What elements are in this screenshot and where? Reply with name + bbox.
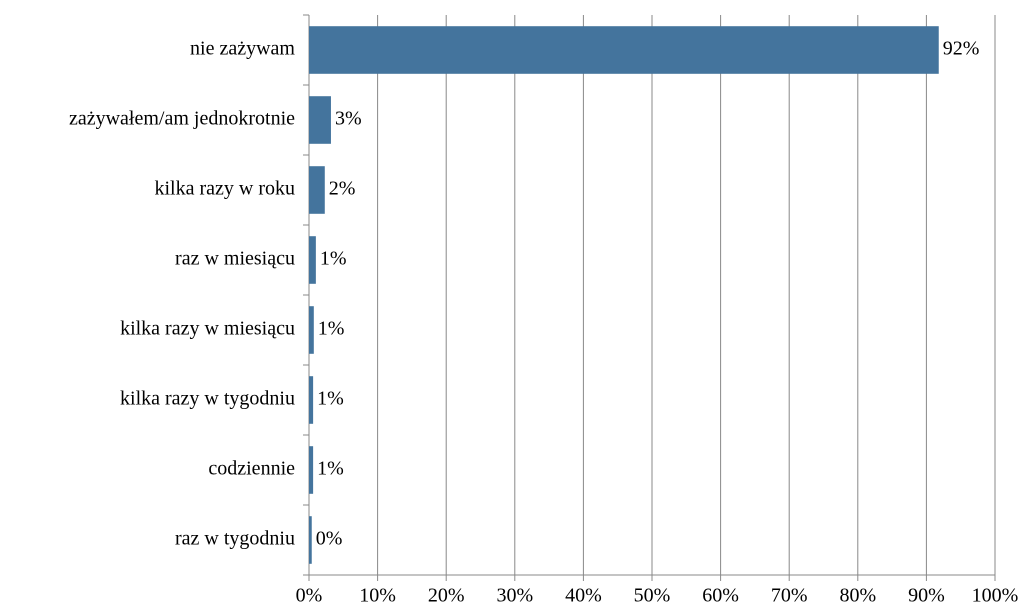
bar bbox=[309, 96, 331, 144]
value-label: 0% bbox=[316, 528, 343, 550]
x-tick-label: 20% bbox=[428, 585, 465, 607]
x-tick-label: 60% bbox=[702, 585, 739, 607]
bar bbox=[309, 516, 312, 564]
x-tick-label: 100% bbox=[972, 585, 1019, 607]
y-tick-label: nie zażywam bbox=[190, 38, 295, 60]
value-label: 1% bbox=[317, 388, 344, 410]
value-label: 1% bbox=[320, 248, 347, 270]
bar bbox=[309, 446, 314, 494]
y-tick-label: kilka razy w miesiącu bbox=[120, 318, 295, 340]
y-tick-label: raz w tygodniu bbox=[175, 528, 295, 550]
value-label: 3% bbox=[335, 108, 362, 130]
bar bbox=[309, 306, 314, 354]
x-tick-label: 10% bbox=[359, 585, 396, 607]
x-tick-label: 70% bbox=[771, 585, 808, 607]
y-tick-label: zażywałem/am jednokrotnie bbox=[69, 108, 295, 130]
bar bbox=[309, 376, 314, 424]
bar bbox=[309, 166, 325, 214]
x-tick-label: 50% bbox=[634, 585, 671, 607]
value-label: 92% bbox=[943, 38, 980, 60]
x-tick-label: 30% bbox=[496, 585, 533, 607]
value-label: 2% bbox=[329, 178, 356, 200]
bar bbox=[309, 26, 939, 74]
x-tick-label: 80% bbox=[839, 585, 876, 607]
bar bbox=[309, 236, 316, 284]
y-tick-label: kilka razy w roku bbox=[154, 178, 295, 200]
value-label: 1% bbox=[317, 458, 344, 480]
x-tick-label: 40% bbox=[565, 585, 602, 607]
y-tick-label: codziennie bbox=[208, 458, 295, 480]
y-tick-label: kilka razy w tygodniu bbox=[120, 388, 295, 410]
x-tick-label: 0% bbox=[296, 585, 323, 607]
value-label: 1% bbox=[318, 318, 345, 340]
y-tick-label: raz w miesiącu bbox=[175, 248, 295, 270]
x-tick-label: 90% bbox=[908, 585, 945, 607]
